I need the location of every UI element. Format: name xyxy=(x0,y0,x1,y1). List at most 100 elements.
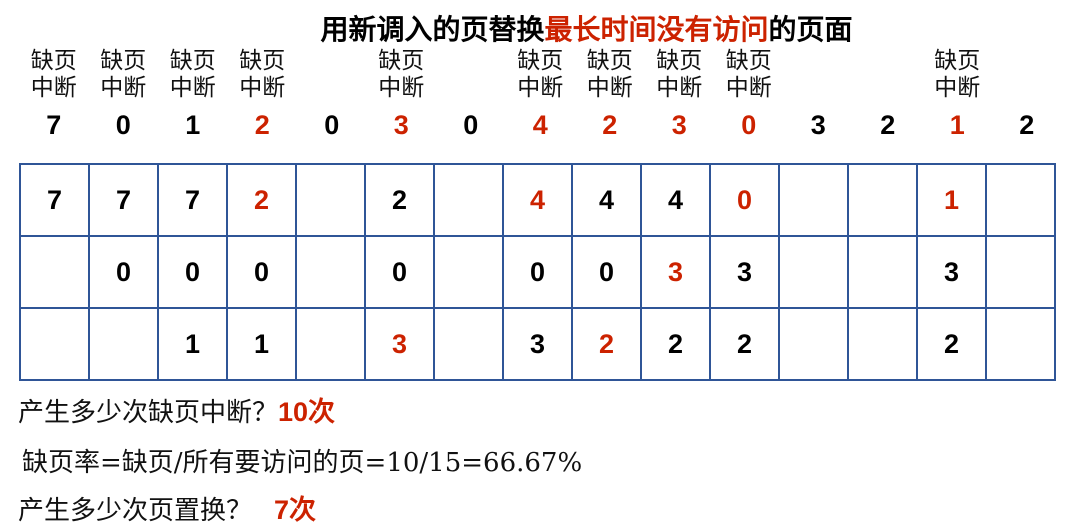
question-2-text: 缺页率=缺页/所有要访问的页=10/15=66.67% xyxy=(22,448,583,478)
frame-cell: 4 xyxy=(502,163,573,237)
reference-page: 1 xyxy=(185,110,201,140)
question-fault-rate: 缺页率=缺页/所有要访问的页=10/15=66.67% xyxy=(22,442,582,479)
fault-label-line2: 中断 xyxy=(934,75,981,101)
frame-cell: 3 xyxy=(502,307,573,381)
page-fault-label: 缺页 中断 xyxy=(511,48,569,102)
frame-cell xyxy=(847,307,918,381)
reference-page: 4 xyxy=(532,110,548,140)
frame-cell: 3 xyxy=(364,307,435,381)
frame-cell: 3 xyxy=(640,235,711,309)
title-suffix: 的页面 xyxy=(768,13,853,46)
frame-cell xyxy=(295,163,366,237)
reference-page: 7 xyxy=(46,110,62,140)
page-fault-label: 缺页 中断 xyxy=(650,48,708,102)
title-highlight: 最长时间没有访问 xyxy=(544,13,769,46)
frame-cell: 2 xyxy=(640,307,711,381)
frame-cell: 4 xyxy=(571,163,642,237)
frame-cell: 7 xyxy=(157,163,228,237)
frame-cell xyxy=(847,163,918,237)
answer-3: 7次 xyxy=(274,495,317,525)
frame-cell xyxy=(985,307,1056,381)
frame-cell xyxy=(778,307,849,381)
page-fault-label: 缺页 中断 xyxy=(164,48,222,102)
fault-label-line1: 缺页 xyxy=(169,48,216,74)
question-fault-count: 产生多少次缺页中断？10次 xyxy=(18,390,335,429)
fault-label-line2: 中断 xyxy=(517,75,564,101)
frame-cell: 1 xyxy=(226,307,297,381)
frame-cell xyxy=(847,235,918,309)
frame-cell xyxy=(295,235,366,309)
answer-1: 10次 xyxy=(278,397,336,427)
page-fault-label: 缺页 中断 xyxy=(25,48,83,102)
fault-label-line2: 中断 xyxy=(378,75,425,101)
frame-cell xyxy=(88,307,159,381)
reference-page: 3 xyxy=(810,110,826,140)
fault-label-line1: 缺页 xyxy=(30,48,77,74)
frame-cell xyxy=(778,163,849,237)
reference-page: 2 xyxy=(1019,110,1035,140)
frame-cell: 4 xyxy=(640,163,711,237)
fault-label-line2: 中断 xyxy=(656,75,703,101)
page-fault-label: 缺页 中断 xyxy=(928,48,986,102)
fault-label-line2: 中断 xyxy=(169,75,216,101)
frame-cell xyxy=(985,163,1056,237)
frame-cell xyxy=(433,163,504,237)
reference-page: 2 xyxy=(880,110,896,140)
reference-page: 2 xyxy=(602,110,618,140)
fault-label-line1: 缺页 xyxy=(100,48,147,74)
reference-page: 0 xyxy=(741,110,757,140)
page-title: 用新调入的页替换最长时间没有访问的页面 xyxy=(0,8,1078,48)
reference-page: 0 xyxy=(463,110,479,140)
fault-label-line1: 缺页 xyxy=(586,48,633,74)
frame-cell xyxy=(985,235,1056,309)
frame-cell: 1 xyxy=(916,163,987,237)
question-3-text: 产生多少次页置换？ xyxy=(18,496,253,526)
question-1-text: 产生多少次缺页中断？ xyxy=(18,398,279,428)
fault-label-line2: 中断 xyxy=(100,75,147,101)
reference-page: 0 xyxy=(324,110,340,140)
fault-label-line1: 缺页 xyxy=(239,48,286,74)
frame-cell xyxy=(433,235,504,309)
fault-label-line1: 缺页 xyxy=(378,48,425,74)
frame-cell xyxy=(19,307,90,381)
page-fault-label: 缺页 中断 xyxy=(233,48,291,102)
question-replacement-count: 产生多少次页置换？ 7次 xyxy=(18,488,316,527)
fault-label-line2: 中断 xyxy=(239,75,286,101)
frame-cell: 1 xyxy=(157,307,228,381)
reference-page: 3 xyxy=(671,110,687,140)
fault-label-line1: 缺页 xyxy=(656,48,703,74)
frame-cell: 0 xyxy=(88,235,159,309)
frame-cell: 2 xyxy=(364,163,435,237)
reference-page: 1 xyxy=(949,110,965,140)
frame-cell xyxy=(433,307,504,381)
fault-label-line1: 缺页 xyxy=(934,48,981,74)
fault-label-line2: 中断 xyxy=(725,75,772,101)
frame-cell: 3 xyxy=(709,235,780,309)
fault-label-line1: 缺页 xyxy=(725,48,772,74)
frame-cell: 2 xyxy=(916,307,987,381)
page-fault-label: 缺页 中断 xyxy=(720,48,778,102)
reference-page: 2 xyxy=(254,110,270,140)
frame-cell: 2 xyxy=(709,307,780,381)
fault-label-line2: 中断 xyxy=(30,75,77,101)
fault-label-line2: 中断 xyxy=(586,75,633,101)
frame-cell xyxy=(778,235,849,309)
frame-cell: 3 xyxy=(916,235,987,309)
frame-cell: 0 xyxy=(157,235,228,309)
reference-page: 3 xyxy=(393,110,409,140)
frame-cell: 0 xyxy=(571,235,642,309)
frame-cell xyxy=(295,307,366,381)
reference-page: 0 xyxy=(115,110,131,140)
page-fault-label: 缺页 中断 xyxy=(372,48,430,102)
frame-cell: 2 xyxy=(571,307,642,381)
frame-cell: 7 xyxy=(88,163,159,237)
title-prefix: 用新调入的页替换 xyxy=(320,13,545,46)
frame-cell: 0 xyxy=(502,235,573,309)
frame-cell: 0 xyxy=(226,235,297,309)
page-fault-label: 缺页 中断 xyxy=(581,48,639,102)
page-fault-label: 缺页 中断 xyxy=(94,48,152,102)
